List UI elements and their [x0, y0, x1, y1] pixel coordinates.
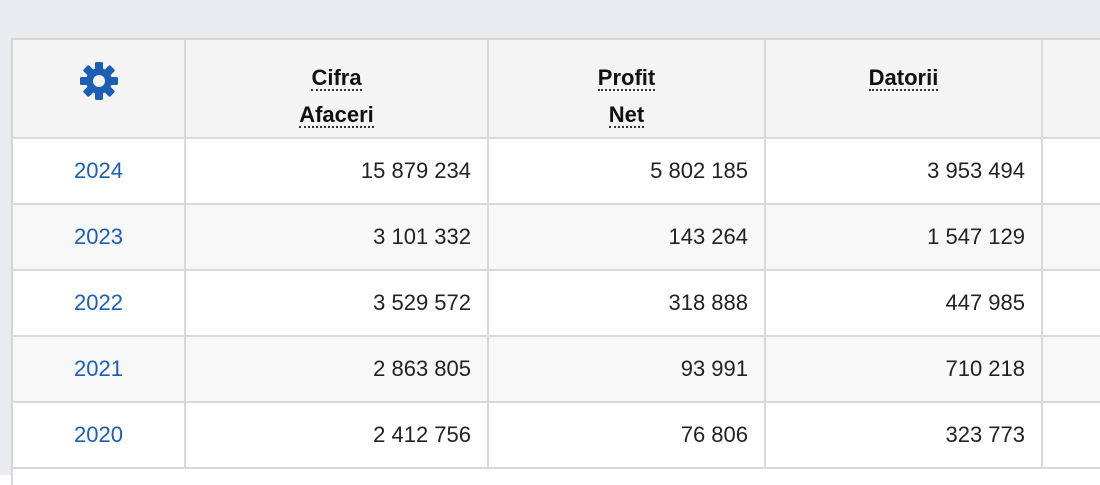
datorii-cell: 1 547 129: [765, 204, 1043, 271]
year-cell: 2023: [13, 204, 186, 271]
year-cell: 2022: [13, 270, 186, 337]
datorii-cell: 3 953 494: [765, 138, 1043, 205]
profit-net-cell: 5 802 185: [488, 138, 766, 205]
extra-cell: [1042, 402, 1100, 469]
financial-table-container: Cifra Afaceri Profit Net Datorii: [11, 38, 1100, 485]
cifra-afaceri-cell: 2 863 805: [185, 336, 489, 403]
profit-net-cell: 143 264: [488, 204, 766, 271]
year-cell: 2021: [13, 336, 186, 403]
profit-net-cell: 93 991: [488, 336, 766, 403]
datorii-cell: 447 985: [765, 270, 1043, 337]
cifra-afaceri-cell: 15 879 234: [185, 138, 489, 205]
table-row: 2024 15 879 234 5 802 185 3 953 494: [13, 138, 1100, 205]
year-cell: 2020: [13, 402, 186, 469]
header-cifra-afaceri-line-2: Afaceri: [299, 102, 374, 128]
financial-table: Cifra Afaceri Profit Net Datorii: [13, 40, 1100, 469]
extra-cell: [1042, 270, 1100, 337]
header-profit-net-line-1: Profit: [597, 65, 656, 91]
year-link[interactable]: 2023: [74, 224, 123, 249]
table-row: 2021 2 863 805 93 991 710 218: [13, 336, 1100, 403]
header-datorii[interactable]: Datorii: [765, 40, 1043, 139]
table-row: 2022 3 529 572 318 888 447 985: [13, 270, 1100, 337]
table-row: 2023 3 101 332 143 264 1 547 129: [13, 204, 1100, 271]
header-cifra-afaceri[interactable]: Cifra Afaceri: [185, 40, 489, 139]
settings-header-cell[interactable]: [13, 40, 186, 139]
extra-cell: [1042, 204, 1100, 271]
extra-cell: [1042, 138, 1100, 205]
extra-cell: [1042, 336, 1100, 403]
datorii-cell: 710 218: [765, 336, 1043, 403]
year-link[interactable]: 2020: [74, 422, 123, 447]
header-profit-net-line-2: Net: [608, 102, 645, 128]
header-extra-column: [1042, 40, 1100, 139]
profit-net-cell: 318 888: [488, 270, 766, 337]
header-cifra-afaceri-line-1: Cifra: [311, 65, 362, 91]
table-header-row: Cifra Afaceri Profit Net Datorii: [13, 40, 1100, 139]
table-row: 2020 2 412 756 76 806 323 773: [13, 402, 1100, 469]
year-link[interactable]: 2022: [74, 290, 123, 315]
cifra-afaceri-cell: 2 412 756: [185, 402, 489, 469]
header-datorii-line-1: Datorii: [868, 65, 939, 91]
cifra-afaceri-cell: 3 101 332: [185, 204, 489, 271]
cifra-afaceri-cell: 3 529 572: [185, 270, 489, 337]
year-cell: 2024: [13, 138, 186, 205]
year-link[interactable]: 2021: [74, 356, 123, 381]
year-link[interactable]: 2024: [74, 158, 123, 183]
header-profit-net[interactable]: Profit Net: [488, 40, 766, 139]
profit-net-cell: 76 806: [488, 402, 766, 469]
datorii-cell: 323 773: [765, 402, 1043, 469]
gear-icon[interactable]: [78, 62, 120, 107]
